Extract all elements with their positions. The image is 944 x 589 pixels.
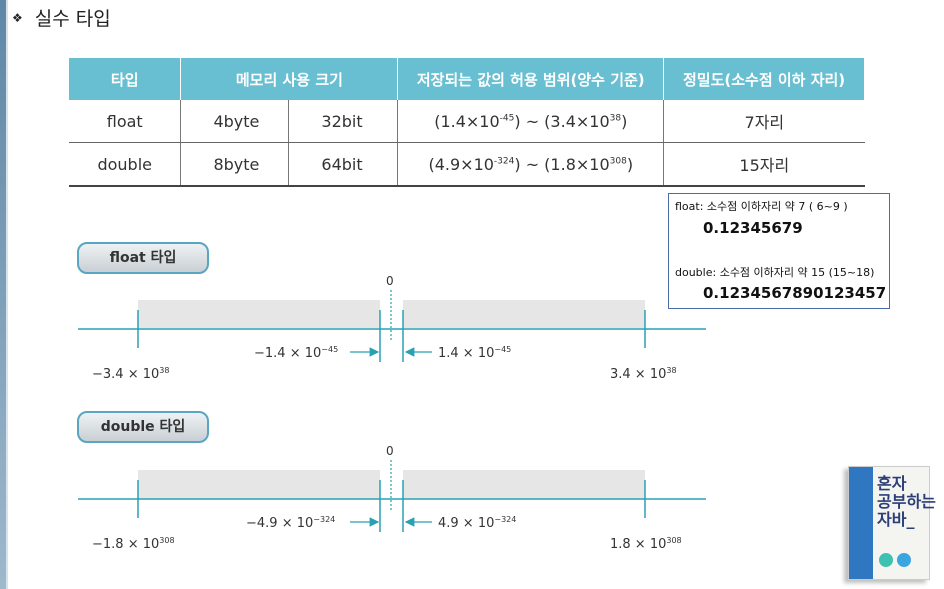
cell-precision: 15자리 [663, 142, 865, 187]
float-precision-value: 0.12345679 [703, 219, 803, 237]
cell-bits: 64bit [288, 142, 398, 187]
header-type: 타입 [69, 58, 182, 100]
double-precision-value: 0.1234567890123457 [703, 284, 887, 302]
cell-type: float [69, 100, 181, 143]
cell-precision: 7자리 [663, 100, 865, 143]
cell-bits: 32bit [288, 100, 398, 143]
double-negative-band [138, 470, 380, 499]
bullet-icon: ❖ [12, 11, 23, 25]
float-neg-min-label: −3.4 × 1038 [92, 366, 169, 382]
book-cover-image: 혼자 공부하는 자바_ [848, 466, 936, 580]
book-badge-icon [897, 553, 911, 567]
table-row: double 8byte 64bit (4.9×10-324) ~ (1.8×1… [69, 142, 865, 187]
header-precision: 정밀도(소수점 이하 자리) [663, 58, 865, 100]
book-badge-icon [879, 553, 893, 567]
header-memory: 메모리 사용 크기 [180, 58, 399, 100]
float-type-table: 타입 메모리 사용 크기 저장되는 값의 허용 범위(양수 기준) 정밀도(소수… [69, 58, 865, 187]
slide-title: ❖ 실수 타입 [12, 4, 111, 31]
double-neg-near-label: −4.9 × 10−324 [246, 515, 335, 531]
table-header-row: 타입 메모리 사용 크기 저장되는 값의 허용 범위(양수 기준) 정밀도(소수… [69, 58, 865, 100]
float-precision-label: float: 소수점 이하자리 약 7 ( 6~9 ) [675, 200, 848, 213]
double-positive-band [403, 470, 645, 499]
slide-side-bar-highlight [6, 0, 8, 589]
cell-bytes: 8byte [180, 142, 289, 187]
slide-side-bar [0, 0, 6, 589]
table-row: float 4byte 32bit (1.4×10-45) ~ (3.4×103… [69, 100, 865, 143]
slide-title-text: 실수 타입 [34, 8, 111, 30]
float-positive-band [403, 300, 645, 328]
float-zero-label: 0 [386, 274, 394, 288]
float-neg-near-label: −1.4 × 10−45 [254, 345, 338, 361]
double-precision-label: double: 소수점 이하자리 약 15 (15~18) [675, 266, 875, 279]
float-number-line: 0 −1.4 × 10−45 1.4 × 10−45 −3.4 × 1038 3… [78, 274, 706, 382]
cell-range: (4.9×10-324) ~ (1.8×10308) [397, 142, 664, 187]
double-type-pill: double 타입 [77, 411, 209, 443]
double-pos-max-label: 1.8 × 10308 [610, 536, 682, 552]
book-spine [849, 467, 873, 579]
cell-type: double [69, 142, 181, 187]
float-type-pill: float 타입 [77, 242, 209, 274]
cell-bytes: 4byte [180, 100, 289, 143]
double-neg-min-label: −1.8 × 10308 [92, 536, 175, 552]
book-title: 혼자 공부하는 자바_ [877, 474, 936, 529]
double-pos-near-label: 4.9 × 10−324 [438, 515, 516, 531]
header-range: 저장되는 값의 허용 범위(양수 기준) [397, 58, 665, 100]
double-zero-label: 0 [386, 444, 394, 458]
double-number-line: 0 −4.9 × 10−324 4.9 × 10−324 −1.8 × 1030… [78, 444, 706, 552]
float-pos-max-label: 3.4 × 1038 [610, 366, 677, 382]
precision-note-box: float: 소수점 이하자리 약 7 ( 6~9 ) 0.12345679 d… [668, 193, 890, 309]
float-pos-near-label: 1.4 × 10−45 [438, 345, 511, 361]
float-negative-band [138, 300, 380, 328]
cell-range: (1.4×10-45) ~ (3.4×1038) [397, 100, 664, 143]
